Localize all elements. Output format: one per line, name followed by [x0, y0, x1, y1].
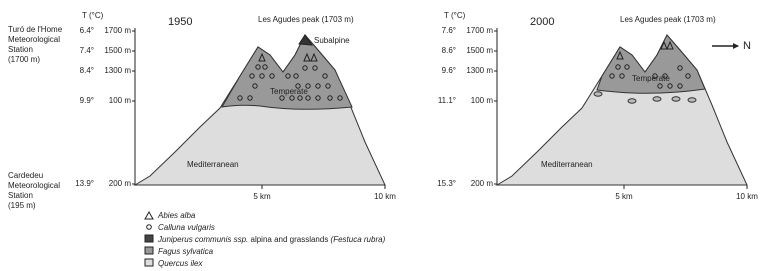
- swatch: [145, 259, 153, 266]
- temperature-label: 8.4°: [80, 66, 94, 75]
- elevation-label: 1700 m: [104, 26, 131, 35]
- distance-label: 10 km: [736, 192, 758, 201]
- elevation-label: 100 m: [471, 96, 494, 105]
- temperature-label: 13.9°: [75, 179, 94, 188]
- station-text: Station: [8, 45, 33, 54]
- elevation-label: 200 m: [109, 179, 132, 188]
- temperature-label: 6.4°: [80, 26, 94, 35]
- patch: [653, 97, 661, 101]
- subalpine-zone: [299, 35, 312, 45]
- station-text: Meteorological: [8, 35, 60, 44]
- circle-symbol: [147, 225, 152, 230]
- station-text: Station: [8, 191, 33, 200]
- zone-label: Mediterranean: [541, 160, 593, 169]
- panel: T (°C) 2000 Les Agudes peak (1703 m) 7.6° 17…: [437, 11, 758, 201]
- north-label: N: [743, 40, 751, 52]
- legend-part: (Festuca rubra): [331, 235, 386, 244]
- temperature-label: 15.3°: [437, 179, 456, 188]
- elevation-label: 100 m: [109, 96, 132, 105]
- zone-label: Subalpine: [314, 36, 350, 45]
- patch: [688, 98, 696, 102]
- legend-label: Juniperus communis ssp. alpina and grass…: [157, 235, 386, 244]
- temperature-label: 9.9°: [80, 96, 94, 105]
- legend-label: Quercus ilex: [158, 259, 203, 268]
- patch: [628, 99, 636, 103]
- peak-label: Les Agudes peak (1703 m): [258, 15, 354, 24]
- legend-part: alpina and grasslands: [248, 235, 330, 244]
- temperature-label: 7.6°: [442, 26, 456, 35]
- distance-label: 5 km: [615, 192, 633, 201]
- temperature-label: 7.4°: [80, 46, 94, 55]
- legend-label: Fagus sylvatica: [158, 247, 214, 256]
- temperature-label: 11.1°: [438, 96, 456, 105]
- elevation-label: 1300 m: [466, 66, 493, 75]
- temp-axis-title: T (°C): [82, 11, 104, 20]
- panel-year: 1950: [168, 16, 192, 28]
- station-text: (1700 m): [8, 55, 40, 64]
- bottom-station-label: Cardedeu Meteorological Station (195 m): [8, 171, 60, 210]
- top-station-label: Turó de l'Home Meteorological Station (1…: [8, 25, 63, 64]
- elevation-label: 1700 m: [466, 26, 493, 35]
- legend-part: Juniperus communis ssp.: [157, 235, 248, 244]
- patch: [672, 97, 680, 101]
- temp-axis-title: T (°C): [444, 11, 466, 20]
- legend-label: Abies alba: [157, 211, 196, 220]
- temperature-label: 9.6°: [442, 66, 456, 75]
- temperature-label: 8.6°: [442, 46, 456, 55]
- station-text: Meteorological: [8, 181, 60, 190]
- elevation-label: 1500 m: [466, 46, 493, 55]
- triangle-symbol: [145, 212, 153, 219]
- zone-label: Temperate: [270, 87, 308, 96]
- legend-label: Calluna vulgaris: [158, 223, 215, 232]
- legend: Abies alba Calluna vulgaris Juniperus co…: [145, 211, 386, 268]
- panel: T (°C) 1950 Les Agudes peak (1703 m) 6.4° 17…: [75, 11, 396, 201]
- patch: [594, 92, 602, 96]
- station-text: Turó de l'Home: [8, 25, 63, 34]
- station-text: (195 m): [8, 201, 36, 210]
- distance-label: 10 km: [374, 192, 396, 201]
- swatch: [145, 235, 153, 242]
- temperate-zone: [597, 35, 705, 93]
- panel-year: 2000: [530, 16, 554, 28]
- peak-label: Les Agudes peak (1703 m): [620, 15, 716, 24]
- north-arrowhead: [733, 43, 739, 49]
- distance-label: 5 km: [253, 192, 271, 201]
- swatch: [145, 247, 153, 254]
- station-text: Cardedeu: [8, 171, 43, 180]
- elevation-label: 1500 m: [104, 46, 131, 55]
- zone-label: Mediterranean: [187, 160, 239, 169]
- elevation-label: 1300 m: [104, 66, 131, 75]
- elevation-label: 200 m: [471, 179, 494, 188]
- figure: Turó de l'Home Meteorological Station (1…: [0, 0, 775, 271]
